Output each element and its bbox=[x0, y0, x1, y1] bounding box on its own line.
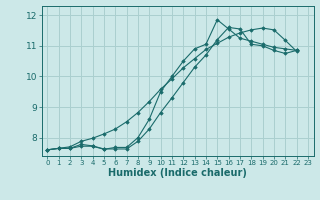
X-axis label: Humidex (Indice chaleur): Humidex (Indice chaleur) bbox=[108, 168, 247, 178]
